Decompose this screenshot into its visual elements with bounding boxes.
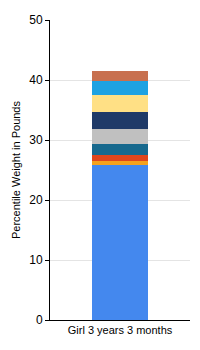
svg-text:10: 10 bbox=[29, 253, 43, 267]
svg-text:20: 20 bbox=[29, 193, 43, 207]
svg-text:40: 40 bbox=[29, 73, 43, 87]
svg-text:0: 0 bbox=[36, 313, 43, 327]
svg-text:50: 50 bbox=[29, 13, 43, 27]
svg-text:Percentile Weight in Pounds: Percentile Weight in Pounds bbox=[10, 101, 22, 239]
svg-text:Girl 3 years 3 months: Girl 3 years 3 months bbox=[68, 324, 173, 336]
svg-text:30: 30 bbox=[29, 133, 43, 147]
